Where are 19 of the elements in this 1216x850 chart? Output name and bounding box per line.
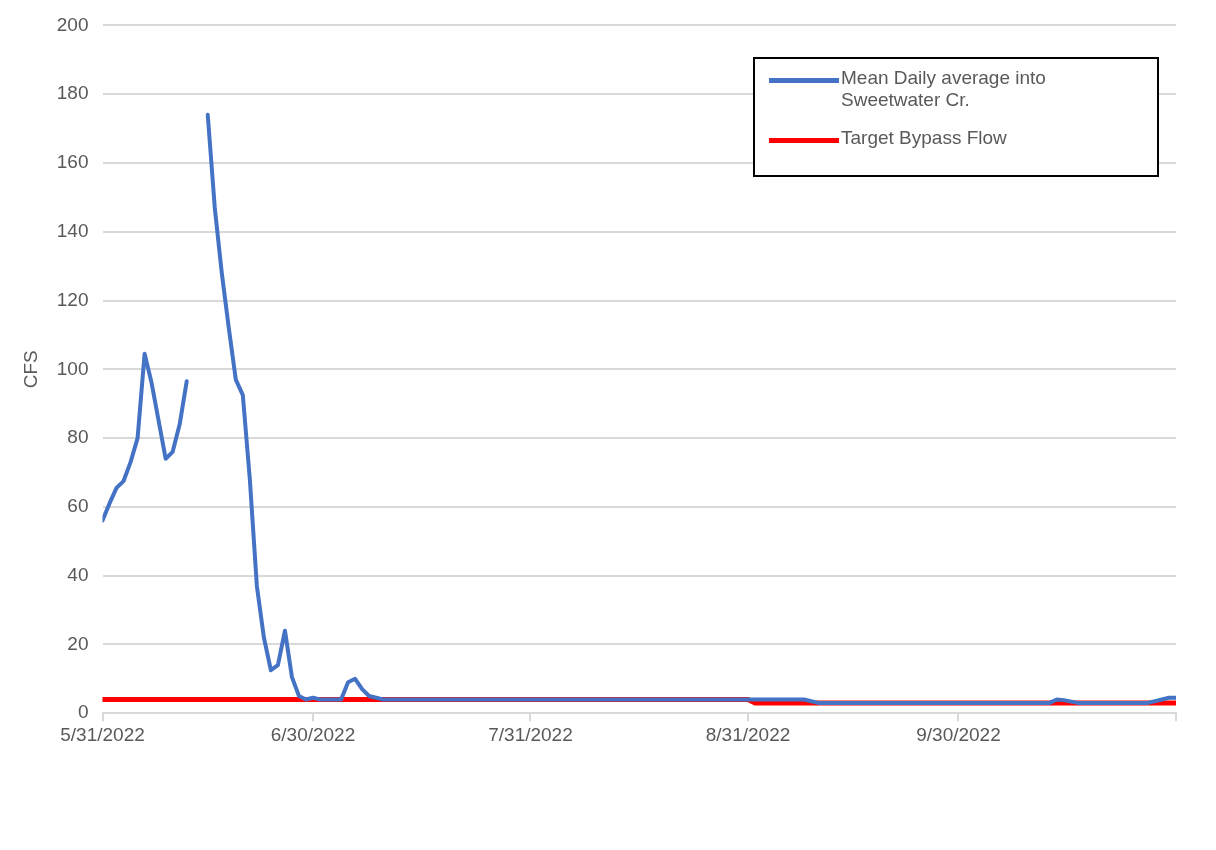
y-tick-label: 80	[67, 426, 89, 448]
x-tick-label: 9/30/2022	[916, 723, 1001, 745]
x-tick-label: 5/31/2022	[60, 723, 145, 745]
y-tick-label: 160	[56, 151, 89, 173]
y-tick-label: 20	[67, 632, 89, 654]
y-tick-label: 180	[56, 82, 89, 104]
y-tick-label: 120	[56, 288, 89, 310]
y-tick-label: 0	[77, 701, 89, 723]
x-tick-label: 8/31/2022	[705, 723, 791, 745]
x-tick-label: 6/30/2022	[270, 723, 356, 745]
y-tick-label: 100	[56, 357, 89, 379]
y-tick-label: 140	[56, 219, 89, 241]
legend-label: Target Bypass Flow	[841, 127, 1007, 149]
y-axis-title: CFS	[19, 350, 41, 389]
legend-label: Mean Daily average into Sweetwater Cr.	[841, 67, 1047, 111]
x-tick-label: 7/31/2022	[488, 723, 573, 745]
y-tick-label: 40	[67, 563, 89, 585]
y-tick-label: 60	[67, 495, 89, 517]
y-tick-label: 200	[56, 13, 89, 35]
